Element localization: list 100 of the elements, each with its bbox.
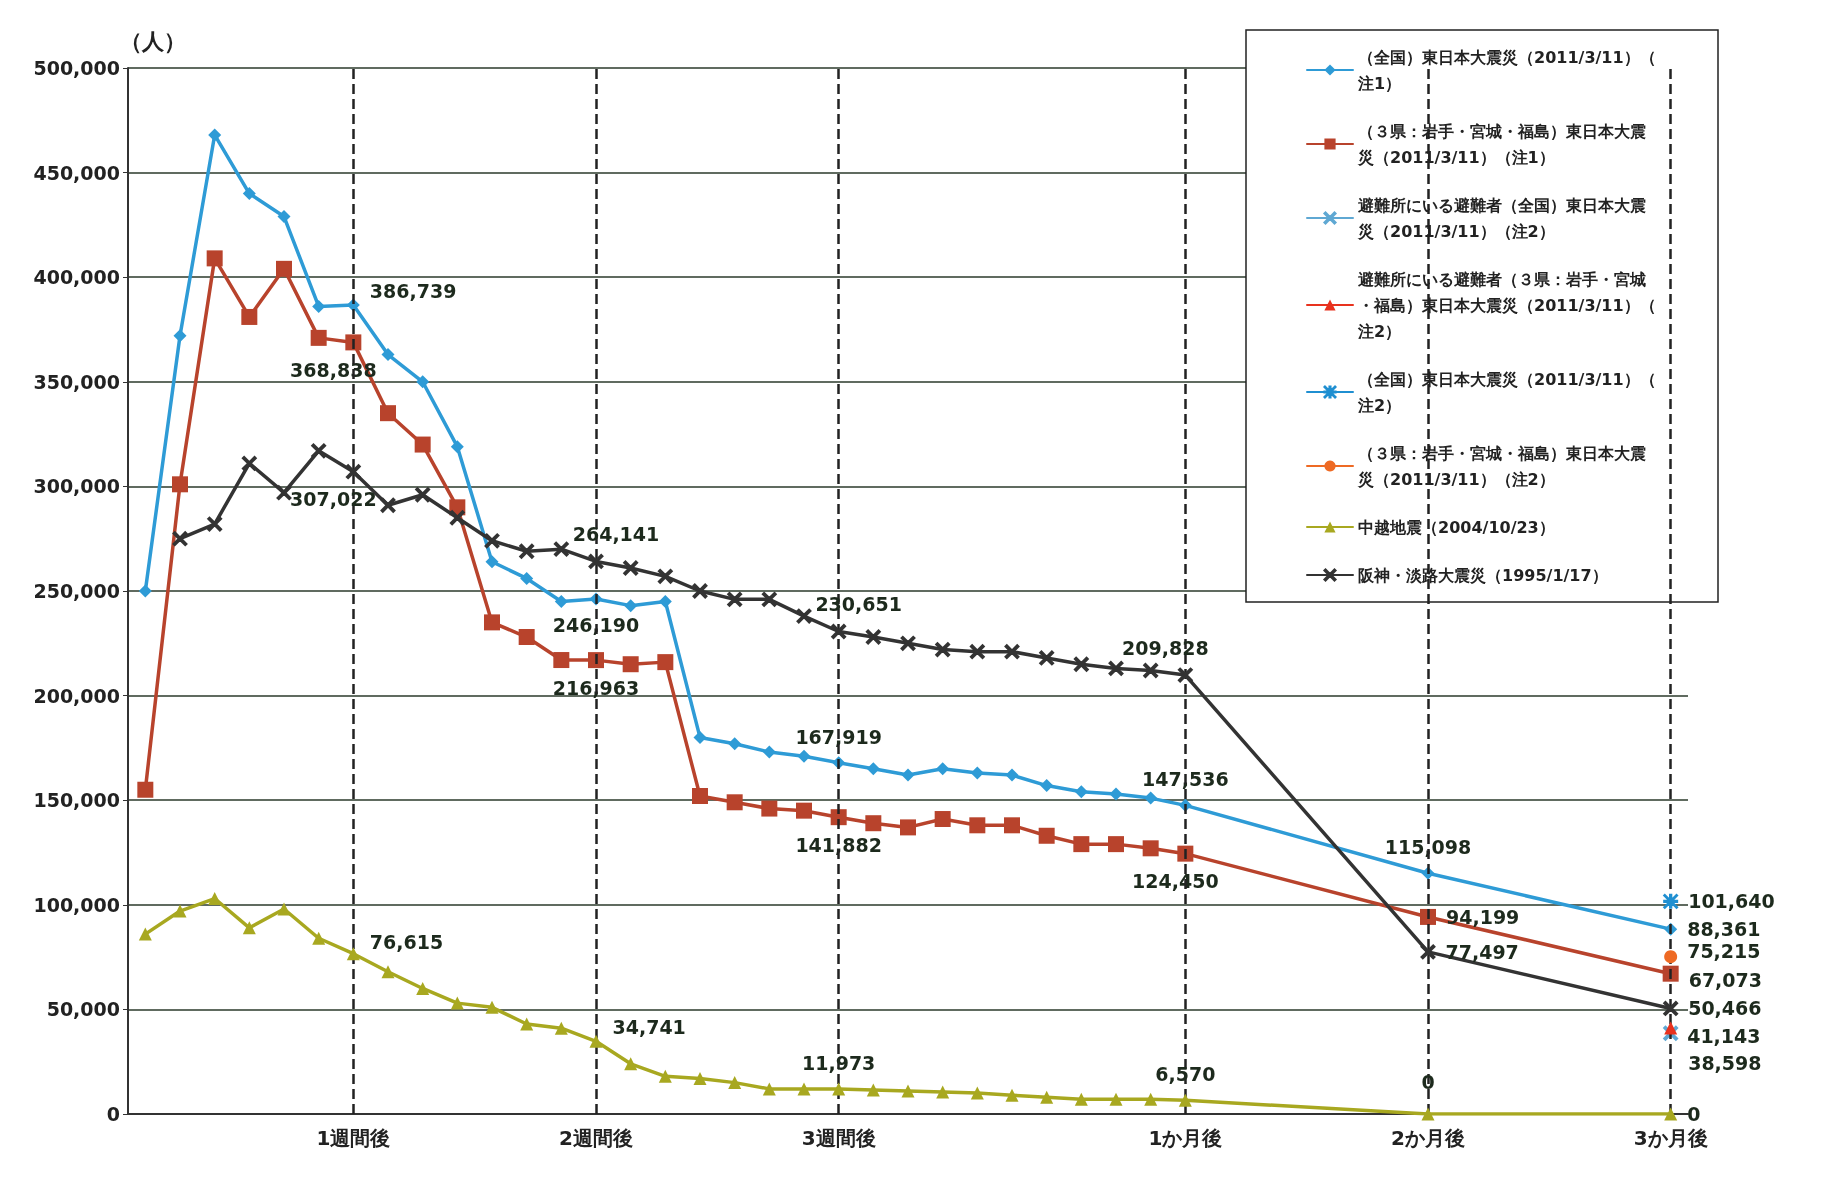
legend-label: （全国）東日本大震災（2011/3/11）（注2） xyxy=(1357,369,1656,415)
point xyxy=(276,260,292,277)
point xyxy=(415,487,431,503)
y-tick-label: 500,000 xyxy=(33,57,120,79)
data-label: 101,640 xyxy=(1688,890,1775,913)
point xyxy=(208,892,222,906)
point xyxy=(727,591,743,607)
data-label: 41,143 xyxy=(1687,1024,1761,1047)
point xyxy=(172,531,188,547)
point xyxy=(865,629,881,645)
point xyxy=(866,1083,880,1097)
data-label: 141,882 xyxy=(795,833,882,856)
point xyxy=(624,1057,638,1071)
point xyxy=(381,348,395,362)
point xyxy=(970,766,984,780)
point xyxy=(484,614,500,631)
point xyxy=(450,996,464,1010)
point xyxy=(658,594,672,608)
point xyxy=(1004,817,1020,834)
point xyxy=(1074,785,1088,799)
data-label: 246,190 xyxy=(552,613,640,636)
point xyxy=(1663,1000,1679,1016)
legend-label: 阪神・淡路大震災（1995/1/17） xyxy=(1358,565,1608,585)
point xyxy=(208,128,222,142)
point xyxy=(312,931,326,945)
x-tick-label: 2週間後 xyxy=(559,1126,633,1150)
point xyxy=(1073,836,1090,853)
point xyxy=(484,533,500,549)
point xyxy=(449,510,465,526)
data-label: 38,598 xyxy=(1688,1052,1762,1075)
x-tick-label: 3か月後 xyxy=(1633,1126,1708,1150)
point xyxy=(241,308,258,325)
point xyxy=(1005,1088,1019,1102)
point xyxy=(866,762,880,776)
point xyxy=(138,584,152,598)
point xyxy=(1005,768,1019,782)
point xyxy=(1108,836,1124,853)
y-tick-label: 50,000 xyxy=(46,998,120,1021)
data-label: 34,741 xyxy=(612,1016,686,1039)
data-label: 230,651 xyxy=(815,593,902,616)
data-label: 167,919 xyxy=(795,725,882,748)
legend-label: （全国）東日本大震災（2011/3/11）（注1） xyxy=(1357,47,1656,93)
point xyxy=(761,800,778,817)
point xyxy=(1143,663,1159,678)
y-tick-label: 250,000 xyxy=(33,580,120,602)
point xyxy=(1421,1107,1435,1121)
x-tick-label: 2か月後 xyxy=(1391,1126,1465,1150)
point xyxy=(1664,1021,1678,1035)
point xyxy=(520,571,534,585)
data-label: 50,466 xyxy=(1688,997,1762,1020)
point xyxy=(450,440,464,454)
point xyxy=(173,329,187,343)
legend-label: （３県：岩手・宮城・福島）東日本大震災（2011/3/11）（注1） xyxy=(1357,121,1646,167)
point xyxy=(519,543,535,559)
point xyxy=(1073,656,1089,672)
point xyxy=(797,1082,811,1096)
point xyxy=(277,902,291,916)
point xyxy=(1144,791,1158,805)
y-tick-label: 200,000 xyxy=(33,684,120,707)
point xyxy=(796,608,812,624)
point xyxy=(414,436,431,453)
legend-label: 中越地震（2004/10/23） xyxy=(1358,517,1555,537)
point xyxy=(762,1082,776,1096)
point xyxy=(900,819,916,836)
point xyxy=(588,553,604,569)
point xyxy=(936,762,950,776)
point xyxy=(969,644,985,660)
point xyxy=(657,568,673,584)
point xyxy=(797,749,811,763)
data-label: 77,497 xyxy=(1445,940,1519,963)
point xyxy=(381,965,395,979)
point xyxy=(762,745,776,759)
y-tick-label: 300,000 xyxy=(33,475,120,498)
point xyxy=(173,904,187,918)
point xyxy=(832,1082,846,1096)
y-tick-label: 450,000 xyxy=(33,161,120,184)
data-label: 6,570 xyxy=(1155,1063,1216,1086)
point xyxy=(1004,644,1020,660)
point xyxy=(1109,1092,1123,1106)
point xyxy=(936,1085,950,1099)
point xyxy=(276,485,292,501)
point xyxy=(206,250,223,267)
data-label: 209,828 xyxy=(1122,637,1209,660)
point xyxy=(207,516,223,532)
data-label: 115,098 xyxy=(1384,836,1472,859)
point xyxy=(241,455,257,471)
x-tick-label: 1か月後 xyxy=(1148,1126,1223,1150)
point xyxy=(1040,779,1054,793)
point xyxy=(970,1086,984,1100)
point xyxy=(865,815,882,832)
data-label: 386,739 xyxy=(369,279,457,302)
point xyxy=(934,811,951,828)
point xyxy=(1109,787,1123,801)
point xyxy=(345,464,361,480)
point xyxy=(1074,1092,1088,1106)
point xyxy=(242,187,256,201)
point xyxy=(416,375,430,389)
point xyxy=(172,476,188,493)
data-label: 264,141 xyxy=(572,523,660,546)
point xyxy=(657,654,674,671)
